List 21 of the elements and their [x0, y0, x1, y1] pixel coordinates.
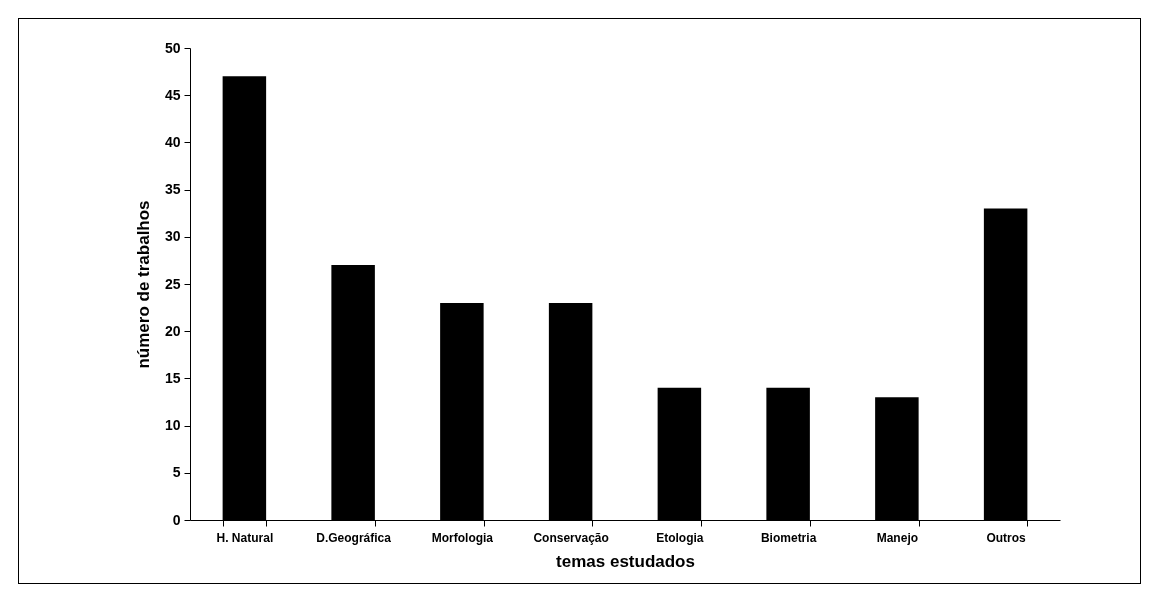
y-tick-label: 45: [164, 86, 181, 103]
y-axis-title: número de trabalhos: [133, 200, 153, 369]
x-tick-label: H. Natural: [216, 530, 274, 545]
x-tick-label: D.Geográfica: [316, 530, 392, 545]
x-tick-label: Manejo: [876, 530, 919, 545]
y-tick-label: 40: [164, 133, 181, 150]
y-tick-label: 15: [164, 369, 181, 386]
y-tick-label: 35: [164, 181, 181, 198]
y-tick-label: 5: [172, 464, 181, 481]
y-tick-label: 10: [164, 417, 181, 434]
x-tick-label: Etologia: [656, 530, 704, 545]
x-axis-title: temas estudados: [556, 551, 695, 571]
y-tick-label: 20: [164, 322, 181, 339]
x-tick-label: Conservação: [533, 530, 609, 545]
y-tick-label: 30: [164, 228, 181, 245]
x-tick-label: Outros: [986, 530, 1027, 545]
y-tick-label: 50: [164, 39, 181, 56]
x-tick-label: Morfologia: [431, 530, 494, 545]
y-tick-label: 0: [172, 511, 181, 528]
y-tick-label: 25: [164, 275, 181, 292]
x-tick-label: Biometria: [760, 530, 817, 545]
